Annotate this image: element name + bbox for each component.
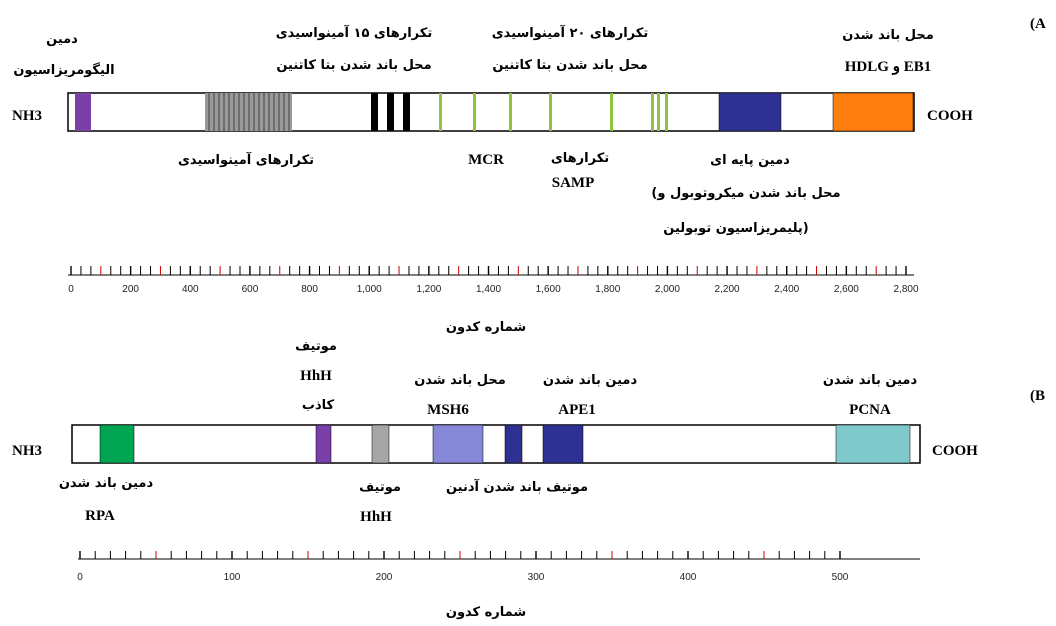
panel-a-axis-tick-label: 400 xyxy=(182,284,199,295)
label-rpa-line1: دمین باند شدن xyxy=(59,476,154,491)
panel-a-axis-tick-label: 1,600 xyxy=(536,284,561,295)
panel-a-letter: (A xyxy=(1030,16,1046,32)
oligomerization-domain xyxy=(75,93,91,131)
label-rep15-line1: تکرارهای ۱۵ آمینواسیدی xyxy=(276,24,432,41)
label-hhh-line2: HhH xyxy=(360,509,392,525)
panel-b-axis-title: شماره کدون xyxy=(446,605,526,620)
eb1-hdlg-domain xyxy=(833,93,913,131)
label-rpa-line2: RPA xyxy=(85,508,115,524)
panel-a-c-terminus: COOH xyxy=(927,108,973,124)
panel-b-axis-tick-label: 100 xyxy=(224,572,241,583)
panel-b-codon-axis: 0 100 200 300 400 500 xyxy=(77,551,920,583)
panel-b-axis-tick-label: 300 xyxy=(528,572,545,583)
panel-a-axis-tick-label: 2,400 xyxy=(774,284,799,295)
panel-b-n-terminus: NH3 xyxy=(12,443,42,459)
hhh-motif xyxy=(372,425,389,463)
panel-a-axis-title: شماره کدون xyxy=(446,320,526,335)
panel-a-axis-tick-label: 2,600 xyxy=(834,284,859,295)
label-ape1-line2: APE1 xyxy=(558,402,596,418)
rpa-binding-domain xyxy=(100,425,134,463)
panel-a-axis-tick-label: 1,800 xyxy=(595,284,620,295)
panel-b-axis-tick-label: 0 xyxy=(77,572,83,583)
label-oligomerization-line2: الیگومریزاسیون xyxy=(13,62,114,78)
panel-b-c-terminus: COOH xyxy=(932,443,978,459)
label-rep20-line1: تکرارهای ۲۰ آمینواسیدی xyxy=(492,24,648,41)
label-pcna-line2: PCNA xyxy=(849,402,891,418)
label-msh6-line1: محل باند شدن xyxy=(414,373,506,388)
panel-a-axis-tick-label: 0 xyxy=(68,284,74,295)
panel-a-axis-tick-label: 2,200 xyxy=(715,284,740,295)
label-basic-line2: (محل باند شدن میکروتوبول و xyxy=(651,186,840,201)
panel-a-axis-tick-label: 1,400 xyxy=(476,284,501,295)
basic-domain xyxy=(719,93,781,131)
label-oligomerization-line1: دمین xyxy=(46,32,78,47)
label-msh6-line2: MSH6 xyxy=(427,402,469,418)
panel-a-codon-axis: 0 200 400 600 800 1,000 1,200 1,400 1,600 1,800 2,… xyxy=(68,266,919,295)
ape1-binding-domain xyxy=(543,425,583,463)
label-pcna-line1: دمین باند شدن xyxy=(823,373,918,388)
label-hhh-fake-line2: HhH xyxy=(300,368,332,384)
panel-b-letter: (B xyxy=(1030,388,1045,404)
msh6-binding-site xyxy=(433,425,483,463)
label-ape1-line1: دمین باند شدن xyxy=(543,373,638,388)
label-adenine-motif: موتیف باند شدن آدنین xyxy=(446,478,588,495)
panel-a-axis-tick-label: 1,200 xyxy=(416,284,441,295)
panel-a-n-terminus: NH3 xyxy=(12,108,42,124)
label-samp-line2: SAMP xyxy=(552,175,595,191)
panel-a-axis-tick-label: 800 xyxy=(301,284,318,295)
pcna-binding-domain xyxy=(836,425,910,463)
panel-b-axis-tick-label: 200 xyxy=(376,572,393,583)
panel-b-axis-tick-label: 400 xyxy=(680,572,697,583)
label-samp-line1: تکرارهای xyxy=(551,151,609,166)
label-hhh-fake-line3: کاذب xyxy=(302,398,335,413)
label-basic-line3: پلیمریزاسیون توبولین) xyxy=(663,221,809,236)
label-hhh-fake-line1: موتیف xyxy=(295,339,337,354)
hhh-fake-motif xyxy=(316,425,331,463)
panel-a-protein-bar xyxy=(68,93,914,131)
label-hhh-line1: موتیف xyxy=(359,480,401,495)
panel-a-axis-tick-label: 2,000 xyxy=(655,284,680,295)
label-basic-line1: دمین پایه ای xyxy=(710,153,790,168)
panel-b-protein-bar xyxy=(72,425,920,463)
label-eb1-line2: HDLG و EB1 xyxy=(845,59,931,75)
rep15-block xyxy=(371,93,410,131)
aa-repeats-block xyxy=(205,93,292,131)
label-eb1-line1: محل باند شدن xyxy=(842,28,934,43)
panel-a-axis-tick-label: 600 xyxy=(242,284,259,295)
panel-a-axis-tick-label: 2,800 xyxy=(893,284,918,295)
panel-b-axis-tick-label: 500 xyxy=(832,572,849,583)
adenine-binding-motif xyxy=(505,425,522,463)
label-aa-repeats: تکرارهای آمینواسیدی xyxy=(178,151,314,168)
panel-a-axis-tick-label: 200 xyxy=(122,284,139,295)
label-rep15-line2: محل باند شدن بتا کاتنین xyxy=(276,58,431,73)
label-rep20-line2: محل باند شدن بتا کاتنین xyxy=(492,58,647,73)
panel-a-axis-tick-label: 1,000 xyxy=(357,284,382,295)
label-mcr: MCR xyxy=(468,152,504,168)
